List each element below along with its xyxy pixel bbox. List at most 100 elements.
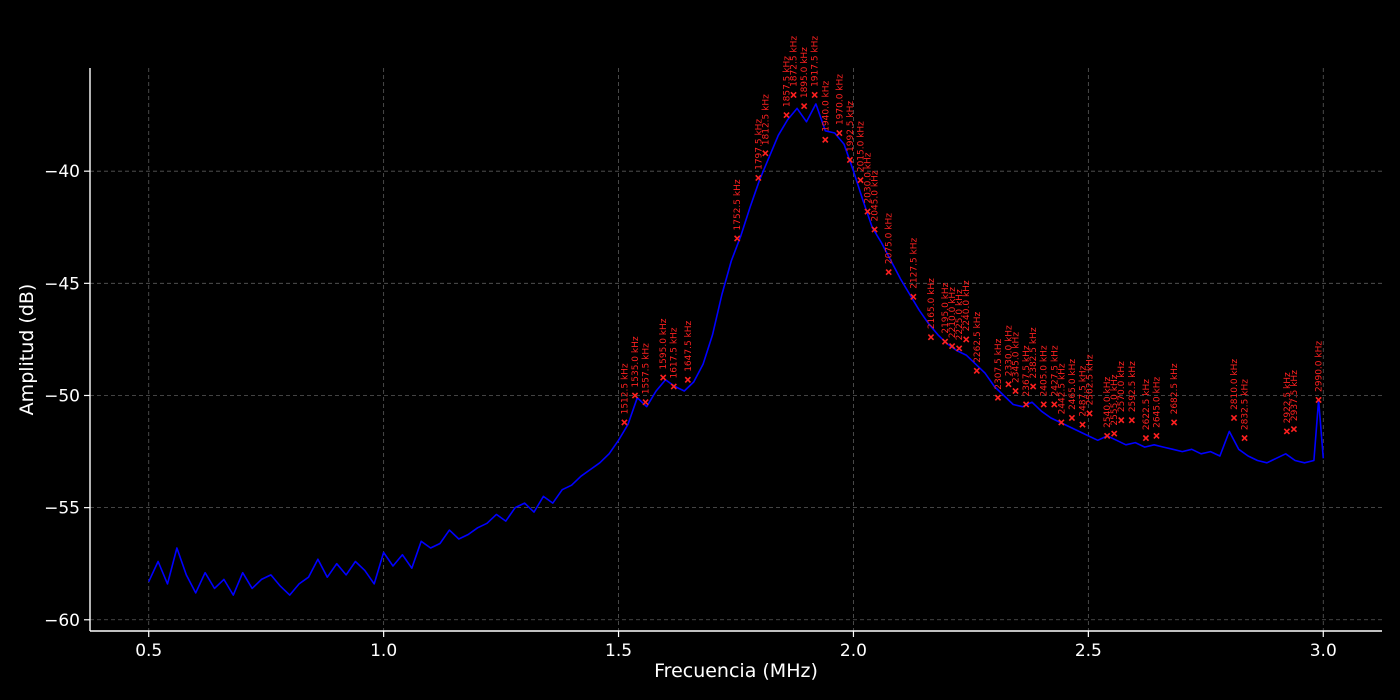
peak-marker: 2682.5 kHz xyxy=(1170,363,1180,426)
peak-label: 1535.0 kHz xyxy=(631,336,641,387)
peak-label: 2405.0 kHz xyxy=(1040,345,1050,396)
peak-label: 2487.5 kHz xyxy=(1078,365,1088,416)
peak-label: 2195.0 kHz xyxy=(941,282,951,333)
peak-x-mark xyxy=(1040,401,1047,408)
peak-label: 2990.0 kHz xyxy=(1315,341,1325,392)
peak-label: 2307.5 kHz xyxy=(994,338,1004,389)
peak-marker: 2262.5 kHz xyxy=(973,311,983,374)
peak-x-mark xyxy=(621,419,628,426)
y-tick-label: −55 xyxy=(44,499,80,519)
peak-marker: 2592.5 kHz xyxy=(1128,361,1138,424)
peak-label: 2225.0 kHz xyxy=(955,289,965,340)
peak-marker: 2502.5 kHz xyxy=(1086,354,1096,417)
peak-x-mark xyxy=(927,333,935,341)
y-axis-title: Amplitud (dB) xyxy=(16,284,38,416)
peak-label: 1872.5 kHz xyxy=(790,36,800,87)
series-layer xyxy=(147,103,1325,596)
peak-x-mark xyxy=(1118,416,1125,424)
peak-label: 2382.5 kHz xyxy=(1029,327,1039,378)
y-tick-label: −40 xyxy=(44,162,80,182)
peak-marker: 2345.0 kHz xyxy=(1012,332,1022,395)
peak-x-mark xyxy=(963,336,970,343)
peak-marker: 1857.5 kHz xyxy=(783,56,793,119)
peak-x-mark xyxy=(670,383,677,390)
peak-x-mark xyxy=(684,376,692,383)
peak-x-mark xyxy=(790,91,797,99)
peak-label: 2922.5 kHz xyxy=(1283,372,1293,423)
peak-x-mark xyxy=(800,102,808,110)
peak-marker: 2570.0 kHz xyxy=(1117,361,1127,424)
peak-x-mark xyxy=(1170,419,1178,426)
peak-label: 2427.5 kHz xyxy=(1050,345,1060,396)
peak-marker: 2427.5 kHz xyxy=(1050,345,1060,408)
peak-label: 1940.0 kHz xyxy=(821,80,831,131)
peak-label: 1797.5 kHz xyxy=(754,119,764,170)
grid xyxy=(90,68,1382,631)
peak-marker: 2210.0 kHz xyxy=(948,287,958,350)
peak-marker: 2937.5 kHz xyxy=(1290,370,1300,433)
peak-marker: 2832.5 kHz xyxy=(1241,379,1251,442)
peak-marker: 2165.0 kHz xyxy=(927,278,937,341)
peak-marker: 1812.5 kHz xyxy=(761,94,771,157)
peak-x-mark xyxy=(734,235,741,242)
peak-label: 2502.5 kHz xyxy=(1086,354,1096,405)
peak-x-mark xyxy=(941,338,949,345)
x-tick-label: 2.5 xyxy=(1075,641,1102,661)
peak-marker: 2442.5 kHz xyxy=(1057,363,1067,426)
peak-marker: 2330.0 kHz xyxy=(1004,325,1014,388)
x-tick-label: 3.0 xyxy=(1310,641,1337,661)
peak-x-mark xyxy=(642,399,649,406)
x-tick-label: 2.0 xyxy=(840,641,867,661)
peak-label: 1557.5 kHz xyxy=(642,343,652,394)
peak-marker: 2465.0 kHz xyxy=(1068,359,1078,422)
peak-marker: 1970.0 kHz xyxy=(835,74,845,137)
peak-marker: 1557.5 kHz xyxy=(642,343,652,406)
peak-label: 1595.0 kHz xyxy=(659,318,669,369)
peak-marker: 2487.5 kHz xyxy=(1078,365,1088,428)
peak-x-mark xyxy=(1051,401,1058,408)
axes: 0.5 1.0 1.5 2.0 2.5 3.0 −60 −55 −50 −45 −40 xyxy=(44,68,1382,661)
peak-x-mark xyxy=(994,394,1002,401)
peak-x-mark xyxy=(1005,381,1012,388)
peak-x-mark xyxy=(1128,416,1135,424)
peak-marker: 1617.5 kHz xyxy=(670,327,680,390)
peak-label: 2165.0 kHz xyxy=(927,278,937,329)
peak-marker: 2127.5 kHz xyxy=(909,237,919,300)
x-tick-label: 1.0 xyxy=(370,641,397,661)
peak-marker: 2622.5 kHz xyxy=(1142,379,1152,442)
peak-x-mark xyxy=(836,129,843,137)
peak-label: 2127.5 kHz xyxy=(909,237,919,288)
peak-marker: 1647.5 kHz xyxy=(684,320,694,383)
peak-marker: 2195.0 kHz xyxy=(941,282,951,345)
peak-x-mark xyxy=(1241,434,1248,442)
peak-label: 2832.5 kHz xyxy=(1241,379,1251,430)
peak-marker: 2240.0 kHz xyxy=(962,280,972,343)
peak-x-mark xyxy=(1290,425,1298,433)
peak-marker: 2810.0 kHz xyxy=(1230,359,1240,422)
peak-label: 2330.0 kHz xyxy=(1004,325,1014,376)
spectrum-line xyxy=(147,103,1325,596)
peak-x-mark xyxy=(871,226,878,233)
peak-label: 2570.0 kHz xyxy=(1117,361,1127,412)
peak-x-mark xyxy=(631,392,639,399)
peak-marker: 2922.5 kHz xyxy=(1283,372,1293,435)
peak-x-mark xyxy=(1153,432,1160,440)
peak-x-mark xyxy=(1068,414,1076,422)
peak-label: 2465.0 kHz xyxy=(1068,359,1078,410)
peak-x-mark xyxy=(783,111,790,119)
peak-label: 1752.5 kHz xyxy=(733,179,743,230)
peak-x-mark xyxy=(811,91,818,99)
peak-marker: 2540.0 kHz xyxy=(1103,377,1113,440)
peak-label: 2682.5 kHz xyxy=(1170,363,1180,414)
peak-marker: 2075.0 kHz xyxy=(885,213,895,276)
peak-label: 2345.0 kHz xyxy=(1012,332,1022,383)
peak-marker: 1895.0 kHz xyxy=(800,47,810,110)
peak-x-mark xyxy=(955,345,963,352)
peak-x-mark xyxy=(910,293,917,300)
peak-label: 1812.5 kHz xyxy=(761,94,771,145)
x-tick-label: 0.5 xyxy=(135,641,162,661)
peak-label: 2442.5 kHz xyxy=(1057,363,1067,414)
peak-x-mark xyxy=(1029,383,1037,390)
y-tick-label: −50 xyxy=(44,386,80,406)
